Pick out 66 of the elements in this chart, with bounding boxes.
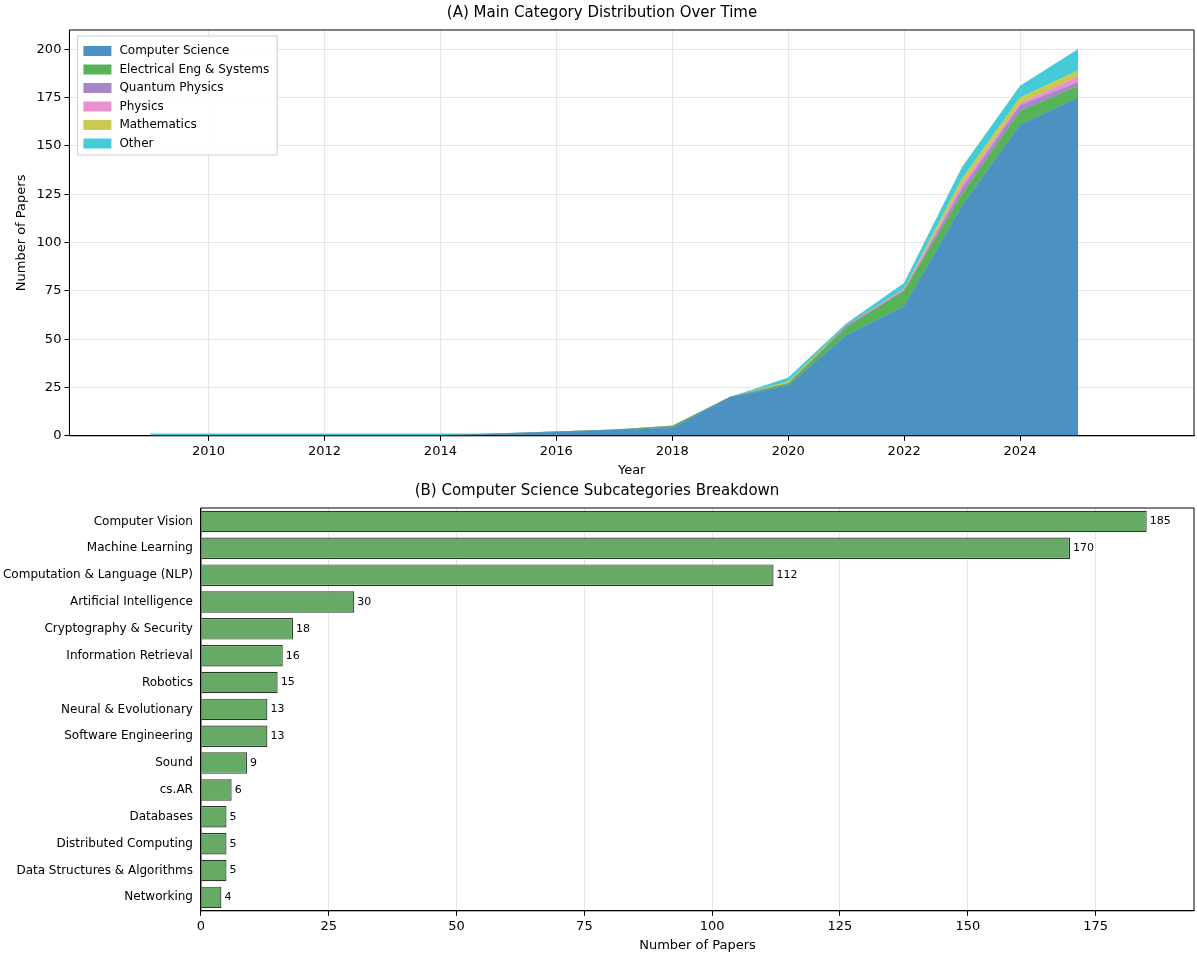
y-tick-label: Distributed Computing [56,835,193,850]
data-label: 170 [1073,541,1095,555]
y-tick-label: 175 [36,89,62,105]
x-tick-label: 2012 [307,442,342,458]
data-label: 18 [295,621,310,635]
x-axis-title: Number of Papers [639,936,757,952]
legend-label: Computer Science [119,43,230,58]
data-label: 5 [229,836,237,850]
y-tick-label: Cryptography & Security [44,620,193,635]
y-tick-label: Networking [124,889,193,904]
x-tick-label: 2016 [539,442,573,458]
y-tick-label: 25 [44,378,62,394]
y-tick-label: Computer Vision [93,513,193,528]
legend-label: Mathematics [119,117,197,132]
x-tick-label: 0 [196,917,206,933]
y-tick-label: Software Engineering [64,728,193,743]
x-tick-label: 75 [576,917,593,933]
data-label: 5 [229,863,237,877]
x-axis-title: Year [616,461,647,477]
data-label: 6 [234,782,242,796]
y-tick-label: Computation & Language (NLP) [2,567,193,582]
legend-label: Quantum Physics [119,80,224,95]
y-tick-label: 200 [36,40,62,56]
x-tick-label: 2020 [771,442,805,458]
data-label: 112 [776,567,798,581]
y-tick-label: Robotics [141,674,193,689]
data-label: 16 [285,648,300,662]
x-tick-label: 2010 [191,442,226,458]
y-tick-label: 150 [36,137,62,153]
y-axis-title: Number of Papers [13,174,29,292]
data-label: 185 [1149,514,1171,528]
x-tick-label: 125 [827,917,853,933]
y-tick-label: Data Structures & Algorithms [16,862,193,877]
x-tick-label: 150 [955,917,981,933]
y-tick-label: Databases [129,808,193,823]
y-tick-label: Neural & Evolutionary [61,701,193,716]
y-tick-label: Sound [155,755,193,770]
data-label: 4 [224,890,232,904]
x-tick-label: 2022 [887,442,921,458]
chart-title: (A) Main Category Distribution Over Time [446,2,758,21]
y-tick-label: Artificial Intelligence [69,594,193,609]
x-tick-label: 2018 [655,442,689,458]
legend-label: Physics [119,98,164,113]
y-tick-label: 125 [36,185,62,201]
x-tick-label: 50 [448,917,465,933]
legend-label: Other [119,135,154,150]
x-tick-label: 100 [699,917,725,933]
data-label: 13 [270,729,285,743]
data-label: 30 [357,594,372,608]
x-tick-label: 2014 [423,442,457,458]
y-tick-label: Machine Learning [86,540,193,555]
y-tick-label: 100 [36,233,62,249]
chart-title: (B) Computer Science Subcategories Breakdown [414,480,780,499]
data-label: 13 [270,702,285,716]
data-label: 5 [229,809,237,823]
y-tick-label: cs.AR [159,782,193,797]
legend-label: Electrical Eng & Systems [119,61,270,76]
y-tick-label: 75 [44,282,62,298]
data-label: 9 [249,755,257,769]
y-tick-label: Information Retrieval [66,647,193,662]
data-label: 15 [280,675,295,689]
x-tick-label: 2024 [1003,442,1037,458]
x-tick-label: 175 [1083,917,1108,933]
y-tick-label: 50 [44,330,62,346]
y-tick-label: 0 [53,427,62,443]
x-tick-label: 25 [320,917,338,933]
